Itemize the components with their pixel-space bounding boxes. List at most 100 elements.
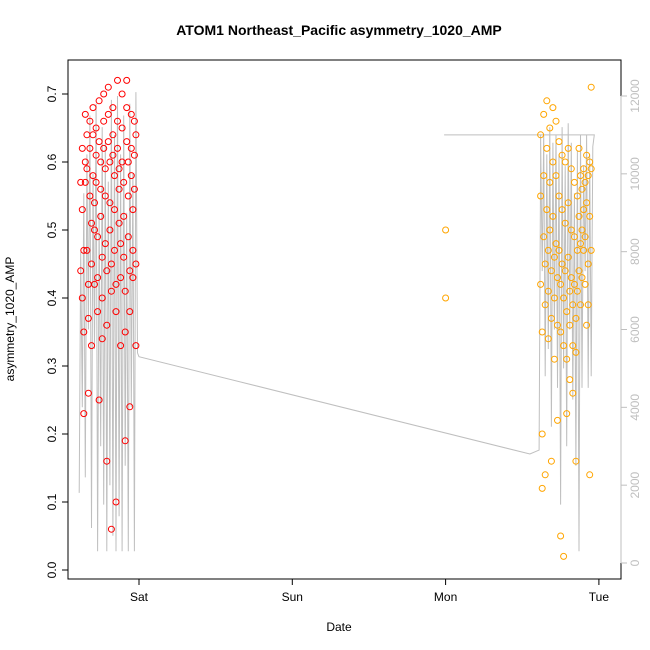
data-point xyxy=(554,274,561,282)
data-point xyxy=(124,233,132,241)
data-point xyxy=(546,178,554,186)
data-point xyxy=(586,158,594,166)
data-point xyxy=(555,138,563,146)
data-point xyxy=(564,144,572,152)
data-point xyxy=(126,403,134,411)
data-point xyxy=(97,158,105,166)
data-point xyxy=(109,104,117,112)
data-point xyxy=(98,335,106,343)
y-tick-label: 0.7 xyxy=(45,85,59,102)
data-point xyxy=(129,274,137,282)
data-point xyxy=(80,246,88,254)
data-point xyxy=(117,342,125,350)
data-point xyxy=(86,144,94,152)
data-point xyxy=(107,525,115,533)
data-point xyxy=(114,117,121,125)
data-point xyxy=(81,178,89,186)
data-point xyxy=(103,321,111,329)
data-point xyxy=(575,267,583,275)
data-point xyxy=(587,165,595,173)
data-point xyxy=(566,287,574,295)
data-point xyxy=(538,328,546,336)
data-point xyxy=(572,457,580,465)
data-point xyxy=(540,172,548,180)
data-point xyxy=(560,552,568,560)
data-point xyxy=(127,144,135,152)
data-point xyxy=(566,376,574,384)
data-point xyxy=(106,226,114,234)
data-point xyxy=(563,355,571,363)
data-point xyxy=(540,110,548,118)
data-point xyxy=(575,144,583,152)
data-point xyxy=(127,110,135,118)
y-axis-label: asymmetry_1020_AMP xyxy=(3,257,17,382)
data-point xyxy=(117,240,125,248)
data-point xyxy=(92,124,100,132)
data-point xyxy=(580,246,588,254)
data-point xyxy=(123,138,131,146)
data-point xyxy=(537,192,545,200)
data-point xyxy=(88,260,95,268)
x-axis: Sat Sun Mon Tue xyxy=(130,578,610,604)
data-point xyxy=(540,233,548,241)
data-point xyxy=(567,165,575,173)
data-point xyxy=(541,260,549,268)
y-axis: 0.0 0.1 0.2 0.3 0.4 0.5 0.6 0.7 xyxy=(45,85,69,578)
data-point xyxy=(564,199,572,207)
data-point xyxy=(583,199,591,207)
data-point xyxy=(577,240,584,248)
data-point xyxy=(554,416,561,424)
data-point xyxy=(115,185,123,193)
data-point xyxy=(550,355,558,363)
data-point xyxy=(581,178,589,186)
data-point xyxy=(132,260,140,268)
data-point xyxy=(127,172,135,180)
data-point xyxy=(97,212,105,220)
data-point xyxy=(109,131,117,139)
data-point xyxy=(560,294,568,302)
data-point xyxy=(552,172,560,180)
data-point xyxy=(547,267,555,275)
data-point xyxy=(124,192,132,200)
data-point xyxy=(544,335,552,343)
data-point xyxy=(132,131,140,139)
y2-tick-label: 2000 xyxy=(628,471,642,498)
data-point xyxy=(103,267,111,275)
data-point xyxy=(104,110,112,118)
data-point xyxy=(124,158,132,166)
data-point xyxy=(577,301,584,309)
data-point xyxy=(81,158,89,166)
secondary-y-axis: 0 2000 4000 6000 8000 10000 12000 xyxy=(620,79,642,566)
data-point xyxy=(549,212,557,220)
data-point xyxy=(84,314,92,322)
data-point xyxy=(91,199,98,207)
data-point xyxy=(92,178,100,186)
data-point xyxy=(94,308,102,316)
data-point xyxy=(91,226,98,234)
data-point xyxy=(547,457,555,465)
data-point xyxy=(129,246,137,254)
data-point xyxy=(88,219,95,227)
data-point xyxy=(538,430,546,438)
data-point xyxy=(95,138,103,146)
data-point xyxy=(573,287,581,295)
data-point xyxy=(557,328,565,336)
data-point xyxy=(549,104,557,112)
data-point xyxy=(104,138,112,146)
data-point xyxy=(106,199,114,207)
data-point xyxy=(570,280,578,288)
data-point xyxy=(114,76,121,84)
data-point xyxy=(107,260,115,268)
data-point xyxy=(126,267,134,275)
y-tick-label: 0.2 xyxy=(45,425,59,442)
data-point xyxy=(587,246,595,254)
x-tick-label: Tue xyxy=(589,590,610,604)
scatter-points-layer xyxy=(77,76,595,560)
data-point xyxy=(100,90,108,98)
data-point xyxy=(572,314,580,322)
y2-tick-label: 12000 xyxy=(628,79,642,113)
data-point xyxy=(567,226,575,234)
data-point xyxy=(120,178,128,186)
data-point xyxy=(543,97,551,105)
y-tick-label: 0.0 xyxy=(45,561,59,578)
